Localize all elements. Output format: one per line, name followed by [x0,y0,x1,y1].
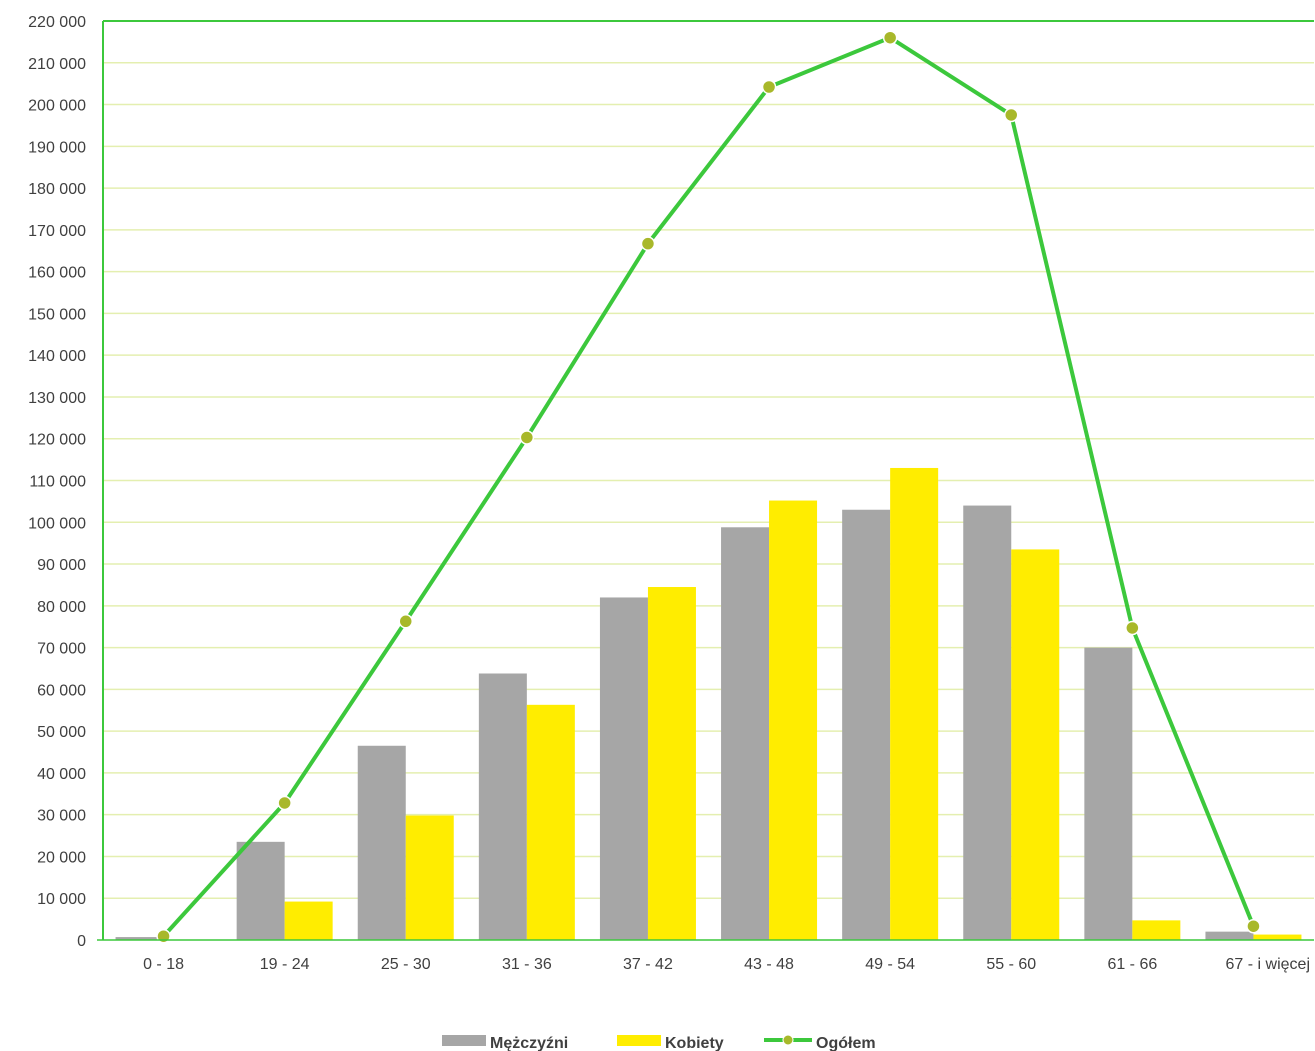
bar [405,815,454,940]
bar [842,509,891,940]
x-tick-label: 31 - 36 [502,956,552,973]
bar [284,901,333,940]
x-tick-label: 25 - 30 [381,956,431,973]
bar [357,745,406,940]
bar [647,587,696,940]
x-tick-label: 55 - 60 [986,956,1036,973]
series-line [162,35,1256,938]
y-tick-label: 200 000 [28,98,86,115]
line-point [1004,107,1019,123]
x-tick-label: 67 - i więcej [1226,956,1310,973]
y-tick-label: 100 000 [28,515,86,532]
bar [963,505,1012,940]
y-tick-label: 180 000 [28,181,86,198]
line-point [277,795,292,811]
y-tick-label: 150 000 [28,306,86,323]
y-tick-label: 70 000 [37,641,86,658]
y-tick-label: 120 000 [28,432,86,449]
x-tick-label: 43 - 48 [744,956,794,973]
bar [1011,549,1060,940]
x-tick-label: 61 - 66 [1107,956,1157,973]
bar [1132,920,1181,940]
line-point [640,236,656,251]
y-tick-label: 90 000 [37,557,86,574]
bar [1084,647,1133,940]
x-tick-label: 37 - 42 [623,956,673,973]
legend-label-men: Mężczyźni [490,1035,568,1051]
bar [1205,931,1254,940]
y-tick-label: 160 000 [28,265,86,282]
x-axis-ticks: 0 - 18 19 - 24 25 - 30 31 - 36 37 - 42 43 - 4… [143,956,1310,973]
line-point [1246,918,1261,934]
y-tick-label: 220 000 [28,14,86,31]
bar [526,704,575,940]
bar [115,937,164,940]
legend-label-total: Ogółem [816,1035,876,1051]
bar [599,597,648,940]
x-tick-label: 49 - 54 [865,956,915,973]
y-tick-label: 30 000 [37,808,86,825]
y-tick-label: 170 000 [28,223,86,240]
bar [1253,934,1302,940]
line-point [761,79,777,95]
y-tick-label: 40 000 [37,766,86,783]
x-tick-label: 19 - 24 [260,956,310,973]
y-tick-label: 140 000 [28,348,86,365]
line-point [882,30,898,45]
y-tick-label: 110 000 [29,474,86,491]
y-axis-ticks: 0 10 000 20 000 30 000 40 000 50 000 60 000 70 … [28,14,86,950]
bars [115,467,1302,940]
plot-frame [97,20,1314,941]
y-tick-label: 60 000 [37,682,86,699]
y-tick-label: 10 000 [37,891,86,908]
line-point [398,614,413,629]
bar [890,467,939,940]
y-tick-label: 190 000 [28,139,86,156]
legend-marker-total [782,1034,794,1046]
y-tick-label: 130 000 [28,390,86,407]
legend: Mężczyźni Kobiety Ogółem [442,1034,876,1051]
legend-label-women: Kobiety [665,1035,724,1051]
bar [721,527,770,940]
bar [769,500,818,940]
legend-swatch-men [442,1035,486,1046]
y-tick-label: 80 000 [37,599,86,616]
y-tick-label: 20 000 [37,849,86,866]
line-point [519,430,535,445]
legend-swatch-women [617,1035,661,1046]
x-tick-label: 0 - 18 [143,956,184,973]
bar [236,841,285,940]
line-point [156,928,171,944]
y-tick-label: 0 [77,933,86,950]
bar [478,673,527,940]
y-tick-label: 50 000 [37,724,86,741]
y-tick-label: 210 000 [28,56,86,73]
line-point [1125,620,1140,636]
